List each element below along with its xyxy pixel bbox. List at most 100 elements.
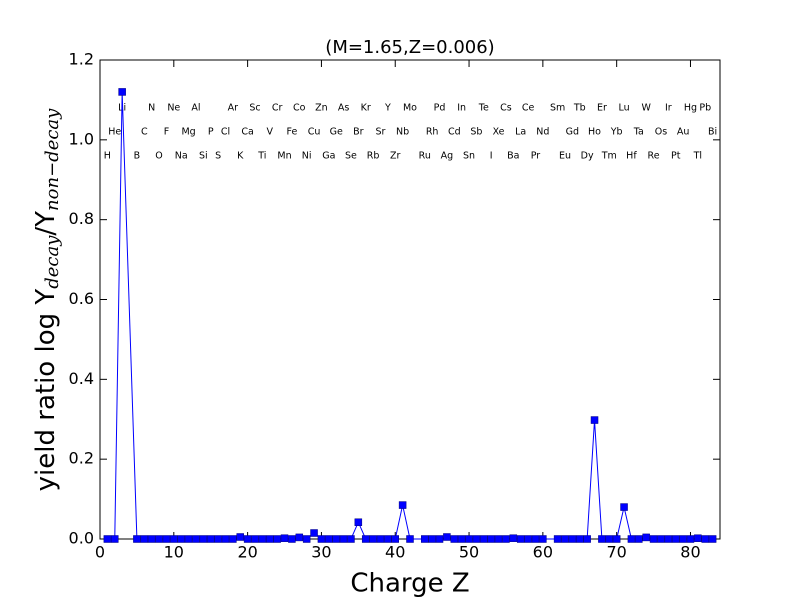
y-tick-label: 0.2	[69, 449, 94, 468]
element-label: B	[134, 150, 141, 161]
element-label: Tm	[601, 150, 617, 161]
marker	[605, 535, 614, 543]
element-label: Cl	[221, 126, 230, 137]
marker	[184, 535, 193, 543]
element-label: Pt	[671, 150, 681, 161]
marker	[310, 529, 318, 537]
element-label: La	[515, 126, 526, 137]
marker	[192, 535, 200, 543]
element-label: Cr	[272, 102, 283, 113]
element-label: V	[267, 126, 274, 137]
element-label: Cd	[448, 126, 461, 137]
marker	[391, 535, 399, 543]
marker	[354, 518, 363, 526]
element-label: Co	[293, 102, 306, 113]
element-label: Rh	[426, 126, 439, 137]
element-label: Ag	[441, 150, 454, 161]
marker	[162, 535, 171, 543]
element-label: W	[641, 102, 651, 113]
element-label: Ce	[522, 102, 535, 113]
element-label: Sr	[376, 126, 386, 137]
element-label: Kr	[361, 102, 371, 113]
marker	[524, 535, 532, 543]
marker	[553, 535, 562, 543]
element-label: Nd	[536, 126, 549, 137]
marker	[598, 535, 606, 543]
marker	[361, 535, 370, 543]
element-label: Te	[478, 102, 489, 113]
marker	[576, 535, 584, 543]
marker	[221, 535, 230, 543]
element-label: Yb	[610, 126, 623, 137]
element-label: P	[208, 126, 214, 137]
y-label-sub: decay	[42, 235, 63, 289]
marker	[657, 535, 665, 543]
marker	[701, 535, 709, 543]
element-label: Sn	[463, 150, 475, 161]
marker	[487, 535, 495, 543]
marker	[325, 535, 333, 543]
element-label: S	[215, 150, 221, 161]
marker	[302, 535, 311, 543]
marker	[236, 533, 244, 541]
x-tick-label: 70	[606, 543, 626, 562]
marker	[229, 535, 237, 543]
element-label: C	[141, 126, 148, 137]
element-label: Ti	[257, 150, 266, 161]
element-label: Au	[677, 126, 690, 137]
marker	[671, 535, 680, 543]
element-label: Al	[191, 102, 200, 113]
element-label: Mo	[403, 102, 417, 113]
element-label: I	[490, 150, 493, 161]
element-label: Br	[353, 126, 364, 137]
marker	[590, 416, 599, 424]
element-label: Ba	[507, 150, 519, 161]
x-tick-label: 30	[311, 543, 331, 562]
marker	[243, 535, 252, 543]
marker	[177, 535, 185, 543]
element-label: Gd	[566, 126, 579, 137]
marker	[649, 535, 658, 543]
y-tick-label: 1.2	[69, 50, 94, 69]
element-label: Ge	[330, 126, 343, 137]
element-label: Mg	[181, 126, 195, 137]
marker	[612, 535, 621, 543]
marker	[509, 534, 518, 542]
marker	[170, 535, 178, 543]
element-label: In	[457, 102, 466, 113]
element-label: K	[237, 150, 244, 161]
marker	[376, 535, 385, 543]
marker	[369, 535, 377, 543]
x-tick-label: 0	[95, 543, 105, 562]
marker	[539, 535, 547, 543]
element-label: Ru	[419, 150, 431, 161]
x-tick-label: 50	[459, 543, 479, 562]
y-label-mid: /Y	[31, 211, 61, 236]
marker	[147, 535, 156, 543]
element-label: Zn	[315, 102, 328, 113]
marker	[258, 535, 267, 543]
element-label: Bi	[708, 126, 717, 137]
element-label: Na	[175, 150, 188, 161]
element-label: Er	[597, 102, 607, 113]
x-tick-label: 40	[385, 543, 405, 562]
marker	[103, 535, 112, 543]
marker	[288, 535, 296, 543]
marker	[568, 535, 577, 543]
marker	[516, 535, 525, 543]
element-label: Si	[199, 150, 208, 161]
element-label: Hf	[626, 150, 637, 161]
marker	[494, 535, 503, 543]
marker	[694, 534, 702, 542]
marker	[251, 535, 259, 543]
element-label: Pb	[699, 102, 711, 113]
element-label: Y	[384, 102, 391, 113]
y-axis-label: yield ratio log Ydecay/Ynon−decay	[31, 108, 64, 491]
element-label: Eu	[559, 150, 571, 161]
element-label: Re	[648, 150, 660, 161]
marker	[450, 535, 459, 543]
marker	[457, 535, 466, 543]
element-label: Ho	[588, 126, 601, 137]
marker	[206, 535, 215, 543]
element-label: Rb	[367, 150, 380, 161]
